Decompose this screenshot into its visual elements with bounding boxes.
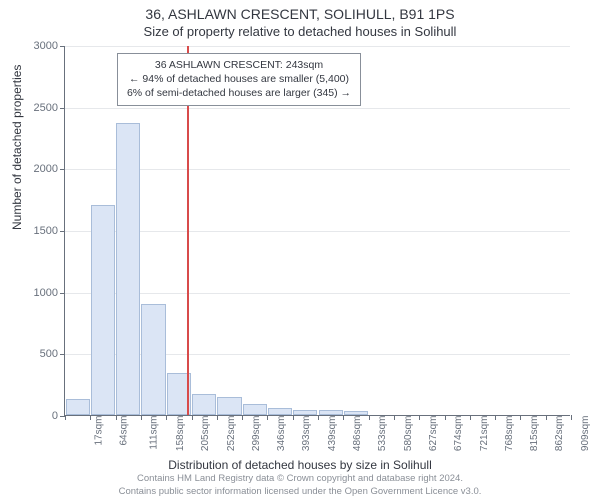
xtick-mark xyxy=(571,415,572,420)
xtick-label: 580sqm xyxy=(403,416,414,452)
histogram-bar xyxy=(116,123,140,415)
histogram-bar xyxy=(319,410,343,415)
ytick-mark xyxy=(60,354,65,355)
xtick-mark xyxy=(267,415,268,420)
gridline-h xyxy=(65,169,570,170)
xtick-label: 158sqm xyxy=(175,416,186,452)
chart-title-sub: Size of property relative to detached ho… xyxy=(0,22,600,39)
xtick-mark xyxy=(343,415,344,420)
xtick-mark xyxy=(192,415,193,420)
xtick-label: 674sqm xyxy=(453,416,464,452)
footer-line-2: Contains public sector information licen… xyxy=(0,486,600,498)
xtick-label: 252sqm xyxy=(226,416,237,452)
xtick-label: 64sqm xyxy=(119,416,130,446)
ytick-label: 2000 xyxy=(18,163,58,175)
xtick-mark xyxy=(394,415,395,420)
chart-plot-area: 05001000150020002500300017sqm64sqm111sqm… xyxy=(64,46,570,416)
xtick-mark xyxy=(520,415,521,420)
ytick-label: 2500 xyxy=(18,102,58,114)
y-axis-label: Number of detached properties xyxy=(10,65,24,230)
xtick-label: 17sqm xyxy=(94,416,105,446)
xtick-mark xyxy=(445,415,446,420)
xtick-label: 299sqm xyxy=(251,416,262,452)
xtick-mark xyxy=(141,415,142,420)
xtick-mark xyxy=(318,415,319,420)
xtick-mark xyxy=(293,415,294,420)
xtick-mark xyxy=(369,415,370,420)
ytick-mark xyxy=(60,108,65,109)
xtick-label: 205sqm xyxy=(200,416,211,452)
ytick-label: 0 xyxy=(18,410,58,422)
xtick-label: 111sqm xyxy=(148,416,159,450)
footer-line-1: Contains HM Land Registry data © Crown c… xyxy=(0,473,600,485)
xtick-label: 486sqm xyxy=(352,416,363,452)
ytick-label: 3000 xyxy=(18,40,58,52)
histogram-bar xyxy=(66,399,90,415)
ytick-mark xyxy=(60,46,65,47)
ytick-mark xyxy=(60,231,65,232)
xtick-label: 815sqm xyxy=(529,416,540,452)
ytick-mark xyxy=(60,293,65,294)
x-axis-label: Distribution of detached houses by size … xyxy=(0,458,600,472)
xtick-label: 862sqm xyxy=(554,416,565,452)
xtick-label: 627sqm xyxy=(428,416,439,452)
xtick-label: 909sqm xyxy=(580,416,591,452)
histogram-bar xyxy=(141,304,165,415)
histogram-bar xyxy=(91,205,115,415)
xtick-mark xyxy=(116,415,117,420)
gridline-h xyxy=(65,108,570,109)
histogram-bar xyxy=(217,397,241,416)
info-box-line: 6% of semi-detached houses are larger (3… xyxy=(124,86,354,100)
chart-footer: Contains HM Land Registry data © Crown c… xyxy=(0,473,600,498)
xtick-mark xyxy=(546,415,547,420)
chart-title-main: 36, ASHLAWN CRESCENT, SOLIHULL, B91 1PS xyxy=(0,0,600,22)
ytick-mark xyxy=(60,169,65,170)
xtick-label: 439sqm xyxy=(327,416,338,452)
gridline-h xyxy=(65,293,570,294)
xtick-mark xyxy=(166,415,167,420)
info-box-line: 36 ASHLAWN CRESCENT: 243sqm xyxy=(124,58,354,72)
info-box: 36 ASHLAWN CRESCENT: 243sqm← 94% of deta… xyxy=(117,53,361,106)
xtick-label: 721sqm xyxy=(479,416,490,452)
histogram-bar xyxy=(192,394,216,415)
gridline-h xyxy=(65,46,570,47)
histogram-bar xyxy=(293,410,317,415)
ytick-label: 1500 xyxy=(18,225,58,237)
info-box-line: ← 94% of detached houses are smaller (5,… xyxy=(124,72,354,86)
xtick-label: 346sqm xyxy=(276,416,287,452)
xtick-mark xyxy=(90,415,91,420)
ytick-label: 1000 xyxy=(18,287,58,299)
ytick-label: 500 xyxy=(18,348,58,360)
xtick-mark xyxy=(419,415,420,420)
xtick-mark xyxy=(495,415,496,420)
xtick-label: 533sqm xyxy=(377,416,388,452)
histogram-bar xyxy=(344,411,368,415)
xtick-mark xyxy=(242,415,243,420)
gridline-h xyxy=(65,231,570,232)
plot-region: 05001000150020002500300017sqm64sqm111sqm… xyxy=(64,46,570,416)
histogram-bar xyxy=(268,408,292,415)
xtick-mark xyxy=(217,415,218,420)
xtick-label: 393sqm xyxy=(301,416,312,452)
xtick-mark xyxy=(470,415,471,420)
xtick-mark xyxy=(65,415,66,420)
histogram-bar xyxy=(243,404,267,415)
xtick-label: 768sqm xyxy=(504,416,515,452)
